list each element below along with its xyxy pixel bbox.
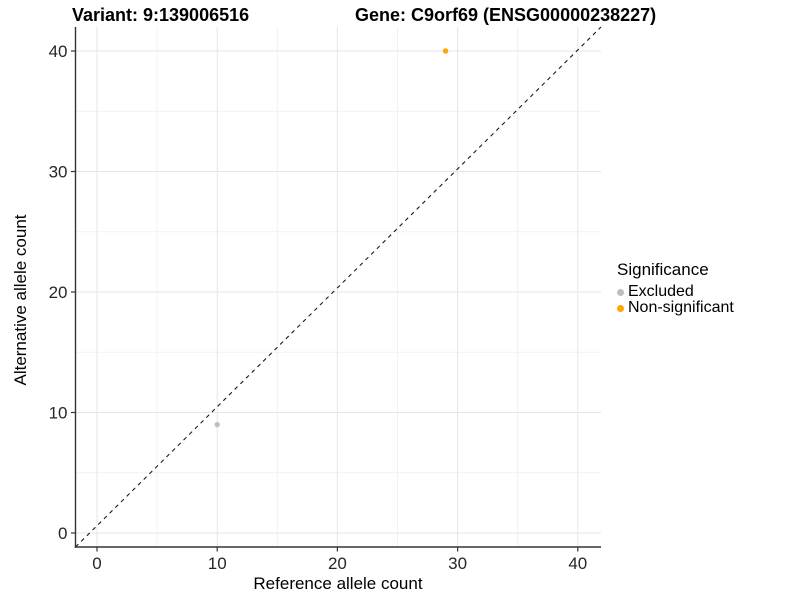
data-point-non-significant [442,48,449,54]
x-tick-label: 40 [568,554,587,573]
y-tick-label: 0 [58,524,67,543]
x-tick-label: 20 [328,554,347,573]
identity-line [75,26,602,548]
x-tick-label: 10 [208,554,227,573]
y-tick-label: 10 [49,404,68,423]
legend-items: Excluded Non-significant [617,283,734,316]
legend-title: Significance [617,260,709,279]
legend-item-label: Non-significant [628,299,734,316]
legend-item-excluded: Excluded [617,283,734,300]
plot-title-variant: Variant: 9:139006516 [72,5,250,25]
y-tick-label: 30 [49,163,68,182]
y-tick-label: 20 [49,283,68,302]
legend: Significance Excluded Non-significant [617,260,734,316]
legend-key-dot [617,304,624,312]
y-tick-label: 40 [49,42,68,61]
legend-key-dot [617,288,624,296]
plot-title-gene: Gene: C9orf69 (ENSG00000238227) [355,5,657,25]
y-axis-label: Alternative allele count [11,214,30,386]
x-tick-label: 0 [92,554,101,573]
data-point-excluded [214,421,220,428]
x-axis-label: Reference allele count [253,574,423,593]
legend-item-label: Excluded [628,283,694,300]
x-tick-label: 30 [448,554,467,573]
legend-item-non-significant: Non-significant [617,299,734,316]
